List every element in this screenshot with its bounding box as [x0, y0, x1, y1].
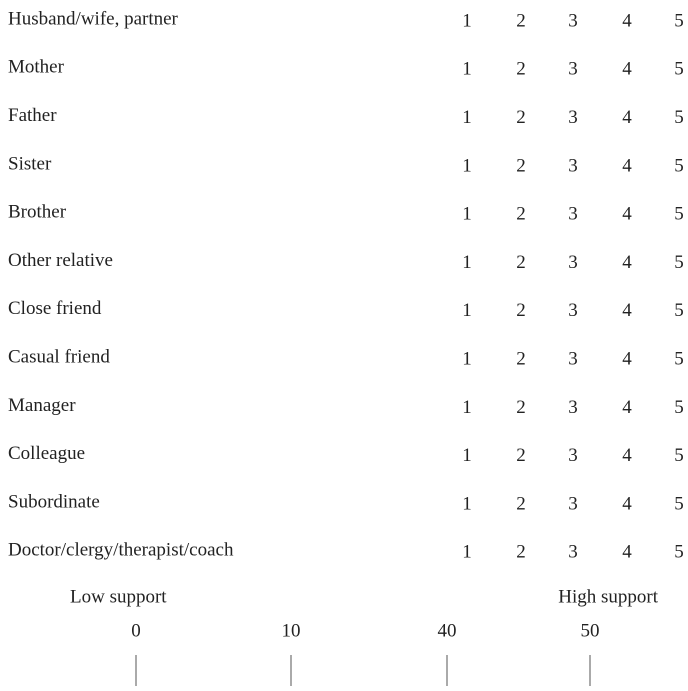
- rating-option: 2: [516, 155, 526, 176]
- row-label: Mother: [8, 57, 65, 78]
- high-support-label: High support: [558, 586, 658, 607]
- rating-option: 5: [674, 59, 684, 80]
- rating-option: 1: [462, 252, 472, 273]
- rating-option: 4: [622, 252, 632, 273]
- row-label: Close friend: [8, 298, 102, 319]
- rating-option: 2: [516, 348, 526, 369]
- rating-option: 5: [674, 542, 684, 563]
- rating-option: 4: [622, 493, 632, 514]
- rating-option: 5: [674, 204, 684, 225]
- rating-option: 3: [568, 493, 578, 514]
- rating-option: 2: [516, 59, 526, 80]
- rating-option: 5: [674, 397, 684, 418]
- rating-option: 2: [516, 300, 526, 321]
- rating-option: 3: [568, 445, 578, 466]
- row-label: Husband/wife, partner: [8, 8, 179, 29]
- rating-option: 4: [622, 542, 632, 563]
- support-tick-label: 10: [282, 620, 301, 641]
- rating-option: 3: [568, 155, 578, 176]
- rating-option: 2: [516, 493, 526, 514]
- row-label: Subordinate: [8, 491, 100, 512]
- rating-option: 1: [462, 59, 472, 80]
- rating-option: 3: [568, 10, 578, 31]
- rating-option: 5: [674, 348, 684, 369]
- row-label: Brother: [8, 202, 67, 223]
- rating-option: 1: [462, 542, 472, 563]
- rating-option: 5: [674, 107, 684, 128]
- rating-option: 2: [516, 542, 526, 563]
- rating-option: 3: [568, 348, 578, 369]
- rating-option: 1: [462, 204, 472, 225]
- rating-option: 4: [622, 107, 632, 128]
- rating-option: 3: [568, 300, 578, 321]
- rating-option: 2: [516, 10, 526, 31]
- support-tick-label: 40: [438, 620, 457, 641]
- rating-option: 2: [516, 204, 526, 225]
- row-label: Other relative: [8, 250, 113, 271]
- rating-option: 3: [568, 397, 578, 418]
- rating-option: 3: [568, 542, 578, 563]
- row-label: Doctor/clergy/therapist/coach: [8, 540, 234, 561]
- support-tick-label: 50: [581, 620, 600, 641]
- rating-option: 1: [462, 397, 472, 418]
- rating-option: 5: [674, 252, 684, 273]
- rating-option: 3: [568, 252, 578, 273]
- rating-option: 1: [462, 445, 472, 466]
- rating-option: 4: [622, 204, 632, 225]
- rating-option: 5: [674, 300, 684, 321]
- row-label: Manager: [8, 395, 76, 416]
- rating-option: 1: [462, 493, 472, 514]
- rating-option: 4: [622, 10, 632, 31]
- rating-option: 3: [568, 107, 578, 128]
- rating-option: 1: [462, 107, 472, 128]
- row-label: Sister: [8, 153, 52, 174]
- rating-option: 4: [622, 348, 632, 369]
- rating-option: 4: [622, 155, 632, 176]
- row-label: Casual friend: [8, 346, 110, 367]
- rating-option: 5: [674, 493, 684, 514]
- low-support-label: Low support: [70, 586, 167, 607]
- rating-option: 3: [568, 59, 578, 80]
- rating-option: 3: [568, 204, 578, 225]
- rating-option: 4: [622, 300, 632, 321]
- rating-option: 4: [622, 445, 632, 466]
- support-tick-label: 0: [131, 620, 141, 641]
- rating-option: 4: [622, 397, 632, 418]
- row-label: Father: [8, 105, 57, 126]
- rating-option: 1: [462, 10, 472, 31]
- rating-option: 5: [674, 10, 684, 31]
- rating-option: 4: [622, 59, 632, 80]
- rating-option: 2: [516, 397, 526, 418]
- rating-option: 1: [462, 348, 472, 369]
- row-label: Colleague: [8, 443, 85, 464]
- rating-option: 5: [674, 445, 684, 466]
- rating-option: 1: [462, 300, 472, 321]
- rating-option: 2: [516, 252, 526, 273]
- rating-option: 2: [516, 107, 526, 128]
- rating-option: 2: [516, 445, 526, 466]
- rating-option: 1: [462, 155, 472, 176]
- rating-option: 5: [674, 155, 684, 176]
